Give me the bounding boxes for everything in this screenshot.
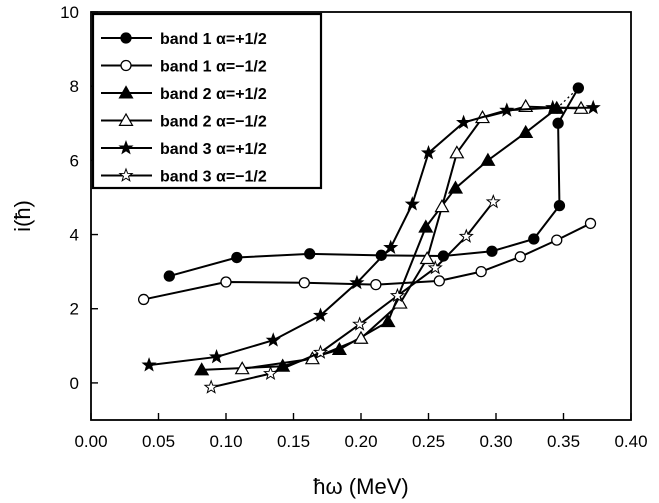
- data-point: [220, 276, 232, 288]
- x-tick-label: 0.05: [142, 432, 175, 451]
- series-line: [210, 201, 495, 389]
- data-point: [458, 228, 474, 243]
- data-point: [404, 196, 420, 211]
- data-point: [551, 234, 563, 246]
- y-tick-label: 2: [70, 300, 79, 319]
- data-point: [420, 145, 437, 160]
- data-point: [480, 152, 496, 166]
- data-point: [208, 349, 225, 364]
- plot-frame: [90, 11, 632, 421]
- legend-label: band 3 α=+1/2: [160, 141, 267, 158]
- x-tick-label: 0.35: [547, 432, 580, 451]
- data-point: [418, 219, 434, 233]
- data-point: [456, 114, 472, 129]
- x-tick-label: 0.20: [344, 432, 377, 451]
- data-point: [553, 199, 566, 212]
- series-layer: [137, 82, 601, 394]
- data-point: [499, 102, 515, 117]
- data-point: [375, 249, 387, 261]
- data-point: [141, 357, 157, 372]
- data-point: [298, 277, 310, 289]
- data-point: [265, 332, 281, 347]
- y-tick-label: 6: [70, 151, 79, 170]
- series-2: [137, 217, 597, 306]
- y-tick-label: 4: [70, 226, 79, 245]
- y-tick-label: 8: [70, 77, 79, 96]
- data-point: [203, 379, 219, 394]
- legend-entry: band 1 α=−1/2: [101, 59, 267, 76]
- data-point: [449, 145, 465, 159]
- legend-label: band 2 α=+1/2: [160, 86, 267, 103]
- data-point: [275, 358, 291, 372]
- legend-entry: band 2 α=−1/2: [101, 112, 267, 131]
- data-point: [389, 287, 406, 303]
- series-6: [203, 193, 501, 394]
- data-point: [383, 239, 399, 254]
- data-point: [572, 82, 584, 94]
- legend-entry: band 3 α=−1/2: [101, 167, 267, 186]
- x-tick-label: 0.40: [614, 432, 647, 451]
- legend-label: band 1 α=+1/2: [160, 31, 267, 48]
- x-tick-label: 0.15: [277, 432, 310, 451]
- legend-entry: band 2 α=+1/2: [101, 85, 267, 103]
- series-line: [169, 87, 580, 278]
- series-line: [148, 106, 594, 367]
- data-point: [353, 330, 369, 344]
- legend-label: band 2 α=−1/2: [160, 114, 267, 131]
- data-point: [486, 245, 498, 257]
- x-tick-label: 0.10: [209, 432, 242, 451]
- data-point: [545, 99, 561, 115]
- data-point: [312, 344, 329, 359]
- data-point: [433, 275, 445, 287]
- series-1: [163, 82, 584, 282]
- x-tick-label: 0.00: [74, 432, 107, 451]
- data-point: [419, 250, 435, 265]
- legend: band 1 α=+1/2 band 1 α=−1/2 band 2 α=+1/2 b…: [91, 12, 323, 190]
- legend-entry: band 1 α=+1/2: [101, 31, 267, 48]
- legend-marker: [118, 167, 134, 182]
- data-point: [584, 217, 597, 230]
- data-point: [234, 361, 250, 375]
- data-point: [194, 362, 210, 376]
- data-point: [370, 278, 382, 291]
- legend-label: band 3 α=−1/2: [160, 169, 267, 186]
- data-point: [585, 99, 601, 115]
- y-tick-label: 0: [70, 374, 79, 393]
- data-point: [304, 248, 316, 260]
- legend-box: [91, 12, 323, 190]
- legend-entry: band 3 α=+1/2: [101, 140, 267, 158]
- data-point: [163, 270, 175, 282]
- legend-marker: [118, 85, 134, 99]
- x-tick-label: 0.30: [479, 432, 512, 451]
- data-point: [427, 259, 443, 275]
- data-point: [137, 293, 150, 306]
- plot-area: 0.00 0.05 0.10 0.15 0.20 0.25 0.30 0.35 0.40 0 2 4 6…: [60, 3, 647, 451]
- data-point: [485, 193, 501, 209]
- data-point: [518, 124, 534, 139]
- data-point: [475, 265, 487, 278]
- legend-marker: [118, 140, 134, 155]
- data-point: [514, 251, 526, 263]
- series-5: [141, 99, 601, 372]
- data-point: [352, 316, 368, 331]
- data-point: [434, 199, 450, 213]
- x-tick-label: 0.25: [412, 432, 445, 451]
- data-point: [349, 274, 365, 290]
- y-tick-label: 10: [60, 3, 79, 22]
- legend-label: band 1 α=−1/2: [160, 59, 267, 76]
- y-axis-title: i(ħ): [10, 200, 35, 232]
- data-point: [312, 307, 329, 322]
- data-point: [447, 180, 464, 194]
- x-axis-title: ħω (MeV): [313, 474, 408, 499]
- data-point: [262, 365, 279, 381]
- data-point: [552, 117, 564, 129]
- legend-marker: [118, 112, 134, 126]
- data-point: [380, 313, 396, 328]
- data-point: [231, 251, 243, 264]
- legend-marker: [120, 59, 132, 72]
- data-point: [392, 295, 408, 309]
- legend-marker: [120, 32, 132, 44]
- data-point: [528, 233, 540, 245]
